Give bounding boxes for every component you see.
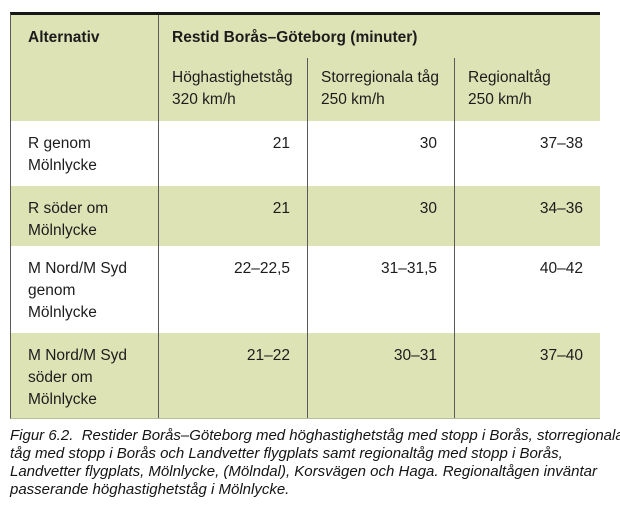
column-header-hoghastighetstag: Höghastighetståg 320 km/h	[158, 58, 307, 121]
value-cell: 37–40	[454, 333, 600, 418]
column-header-alternativ: Alternativ	[11, 15, 158, 121]
value-cell: 34–36	[454, 186, 600, 246]
value-cell: 30	[307, 186, 454, 246]
value-cell: 31–31,5	[307, 246, 454, 333]
value-cell: 21–22	[158, 333, 307, 418]
value-cell: 30	[307, 121, 454, 186]
value-cell: 37–38	[454, 121, 600, 186]
row-label: M Nord/M Syd söder om Mölnlycke	[11, 333, 158, 418]
value-cell: 21	[158, 121, 307, 186]
row-label: R söder om Mölnlycke	[11, 186, 158, 246]
value-cell: 40–42	[454, 246, 600, 333]
span-header-restid: Restid Borås–Göteborg (minuter)	[158, 15, 600, 58]
value-cell: 21	[158, 186, 307, 246]
row-label: R genom Mölnlycke	[28, 135, 97, 174]
figure-caption: Figur 6.2. Restider Borås–Göteborg med h…	[10, 427, 620, 498]
column-header-storregionala-tag: Storregionala tåg 250 km/h	[307, 58, 454, 121]
value-cell: 30–31	[307, 333, 454, 418]
value-cell: 22–22,5	[158, 246, 307, 333]
row-label: M Nord/M Syd genom Mölnlycke	[28, 260, 128, 321]
column-header-regionaltag: Regionaltåg 250 km/h	[454, 58, 600, 121]
travel-time-table: Alternativ Restid Borås–Göteborg (minute…	[10, 12, 600, 419]
